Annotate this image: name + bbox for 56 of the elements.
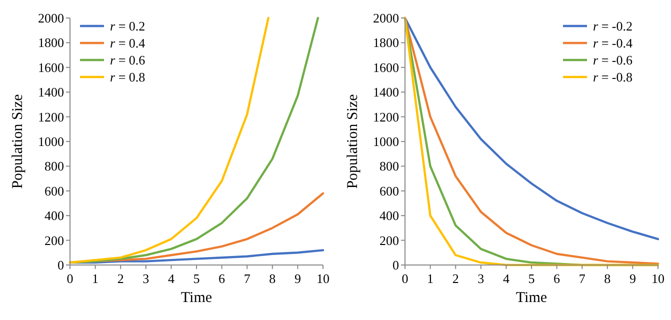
x-axis-title: Time xyxy=(180,290,212,306)
y-tick-label: 600 xyxy=(44,183,64,198)
y-tick-label: 1600 xyxy=(38,60,64,75)
x-tick-label: 6 xyxy=(554,271,561,286)
y-tick-label: 600 xyxy=(380,183,399,198)
x-tick-label: 1 xyxy=(427,271,434,286)
legend-label: r = -0.8 xyxy=(593,70,632,84)
y-axis-title: Population Size xyxy=(345,94,361,189)
legend-label: r = 0.2 xyxy=(110,18,146,34)
x-tick-label: 7 xyxy=(244,271,251,286)
y-tick-label: 400 xyxy=(380,208,399,224)
y-tick-label: 0 xyxy=(392,258,399,272)
x-tick-label: 8 xyxy=(269,271,276,286)
legend-label: r = 0.4 xyxy=(110,36,146,50)
x-tick-label: 2 xyxy=(452,271,459,286)
y-tick-label: 1400 xyxy=(373,84,399,100)
x-tick-label: 0 xyxy=(402,271,408,286)
x-tick-label: 0 xyxy=(66,271,74,286)
x-axis-title: Time xyxy=(516,290,548,306)
x-tick-label: 1 xyxy=(92,271,99,286)
x-tick-label: 5 xyxy=(528,271,535,286)
y-tick-label: 400 xyxy=(44,208,64,224)
y-tick-label: 200 xyxy=(44,232,64,248)
x-tick-label: 7 xyxy=(578,271,586,286)
y-tick-label: 1200 xyxy=(373,109,399,124)
x-tick-label: 3 xyxy=(478,271,484,286)
y-tick-label: 1400 xyxy=(38,84,64,100)
y-tick-label: 1000 xyxy=(373,134,399,149)
y-tick-label: 1800 xyxy=(373,35,399,50)
x-tick-label: 2 xyxy=(117,271,124,286)
y-tick-label: 1200 xyxy=(38,109,64,124)
x-tick-label: 3 xyxy=(142,271,150,286)
y-axis-title: Population Size xyxy=(10,94,26,189)
y-tick-label: 800 xyxy=(380,158,399,174)
y-tick-label: 1000 xyxy=(38,134,64,149)
y-tick-label: 800 xyxy=(44,158,64,174)
x-tick-label: 4 xyxy=(502,271,510,286)
y-tick-label: 0 xyxy=(58,258,64,272)
x-tick-label: 4 xyxy=(168,271,175,286)
x-tick-label: 9 xyxy=(294,271,301,286)
y-tick-label: 1800 xyxy=(38,35,64,50)
legend-label: r = -0.4 xyxy=(593,36,633,50)
legend-label: r = -0.2 xyxy=(593,18,632,34)
x-tick-label: 9 xyxy=(629,271,636,286)
legend-label: r = -0.6 xyxy=(593,52,633,68)
x-tick-label: 6 xyxy=(218,271,226,286)
legend-label: r = 0.8 xyxy=(110,70,146,84)
x-tick-label: 5 xyxy=(193,271,200,286)
y-tick-label: 2000 xyxy=(373,10,399,26)
y-tick-label: 1600 xyxy=(373,60,399,75)
x-tick-label: 8 xyxy=(604,271,611,286)
y-tick-label: 2000 xyxy=(38,10,64,26)
x-tick-label: 10 xyxy=(316,271,330,286)
x-tick-label: 10 xyxy=(652,271,664,286)
legend-label: r = 0.6 xyxy=(110,52,146,68)
y-tick-label: 200 xyxy=(380,232,399,248)
